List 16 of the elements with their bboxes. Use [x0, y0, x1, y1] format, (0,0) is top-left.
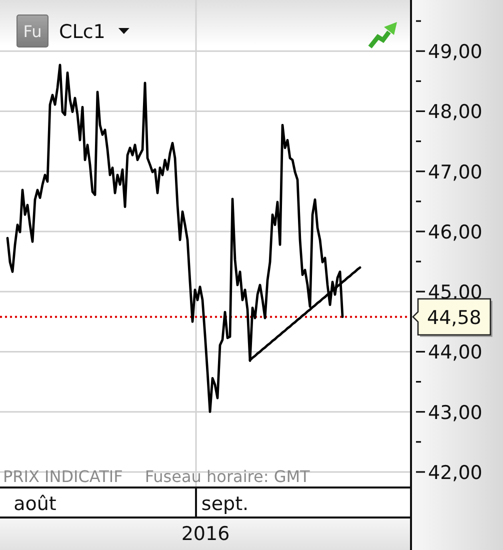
y-tick-label: 45,00 [428, 282, 482, 304]
text: CLc1 [59, 21, 106, 43]
x-tick-label: sept. [201, 493, 249, 515]
y-tick-label: 48,00 [428, 101, 482, 124]
annotation: Fu [23, 22, 42, 41]
y-tick-label: 43,00 [428, 402, 482, 424]
annotation: PRIX INDICATIF [3, 467, 123, 486]
x-axis-title: 2016 [181, 523, 230, 545]
ref-line-label: 44,58 [427, 306, 482, 329]
y-tick-label: 47,00 [428, 161, 482, 184]
y-tick-label: 46,00 [428, 221, 482, 244]
y-tick-label: 49,00 [428, 41, 482, 64]
annotation: Fuseau horaire: GMT [144, 467, 310, 486]
y-tick-label: 44,00 [428, 342, 482, 364]
y-tick-label: 42,00 [428, 462, 482, 484]
x-tick-label: août [14, 493, 56, 515]
